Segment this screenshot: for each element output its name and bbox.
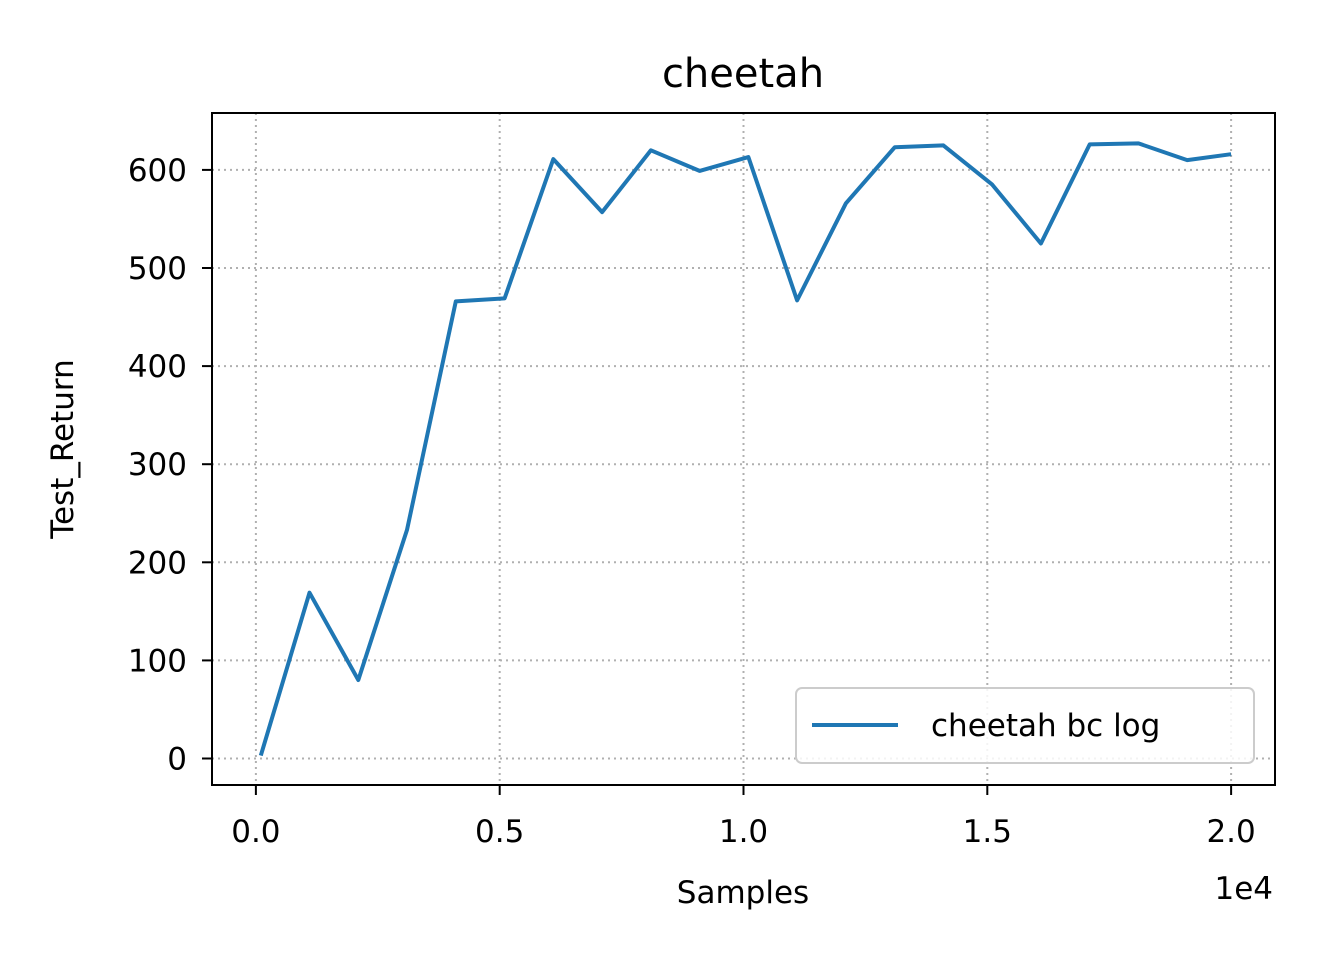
- grid: [212, 113, 1275, 785]
- x-tick-label: 2.0: [1206, 814, 1255, 850]
- y-tick-label: 300: [128, 447, 187, 483]
- x-tick-label: 1.0: [719, 814, 768, 850]
- y-tick-label: 100: [128, 643, 187, 679]
- x-tick-label: 0.0: [231, 814, 280, 850]
- x-axis-offset-label: 1e4: [1214, 871, 1273, 907]
- x-tick-label: 0.5: [475, 814, 524, 850]
- series-line: [258, 141, 1232, 757]
- x-axis-label: Samples: [677, 875, 809, 911]
- x-tick-label: 1.5: [963, 814, 1012, 850]
- legend: cheetah bc log: [795, 687, 1255, 764]
- chart-title: cheetah: [662, 51, 824, 97]
- y-tick-label: 600: [128, 153, 187, 189]
- ticks: 0.0 0.5 1.0 1.5 2.0 0 100 200 300 400 500 600: [128, 153, 1256, 850]
- y-tick-label: 0: [167, 742, 187, 778]
- y-axis-label: Test_Return: [45, 359, 81, 539]
- legend-box: [795, 687, 1255, 764]
- legend-entry-label: cheetah bc log: [931, 708, 1160, 744]
- y-tick-label: 200: [128, 545, 187, 581]
- series-layer: [258, 141, 1232, 757]
- y-tick-label: 400: [128, 349, 187, 385]
- y-tick-label: 500: [128, 251, 187, 287]
